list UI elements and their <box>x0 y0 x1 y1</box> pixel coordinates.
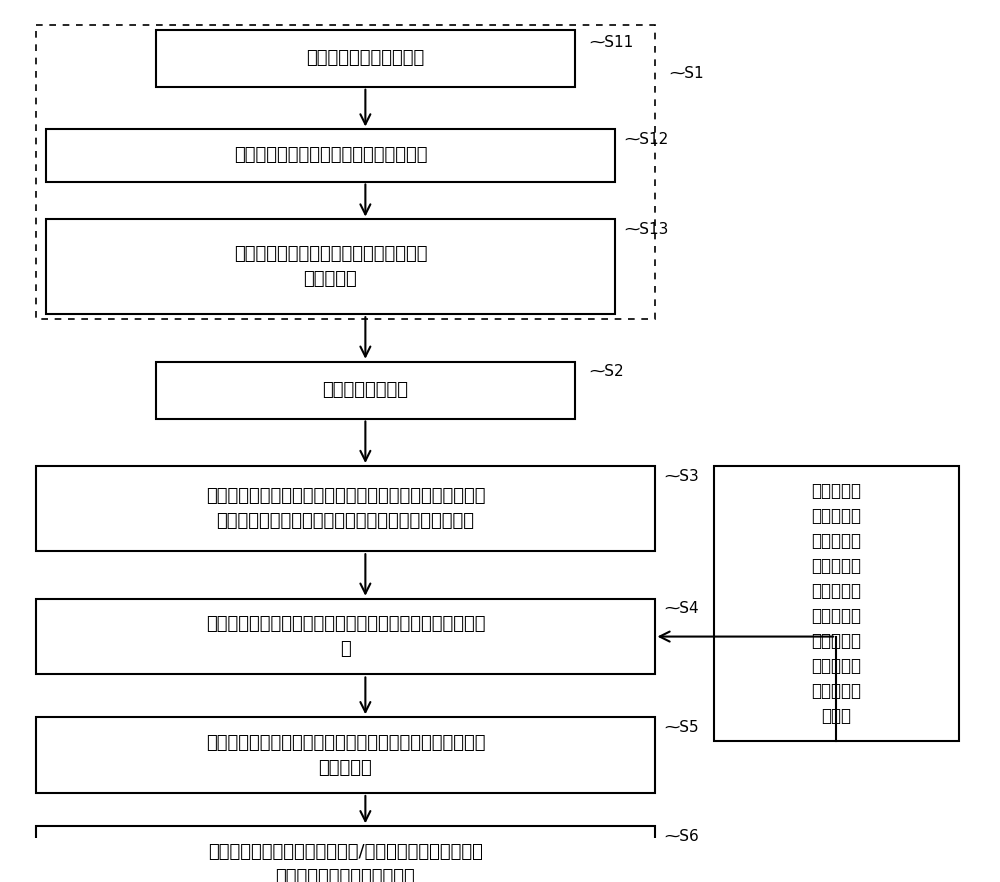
Text: 患者入院后确定护理级别: 患者入院后确定护理级别 <box>306 49 425 67</box>
Text: ⁓S11: ⁓S11 <box>590 34 634 49</box>
Bar <box>36 717 655 793</box>
Text: ⁓S13: ⁓S13 <box>625 222 669 237</box>
Bar <box>156 362 575 419</box>
Text: 护士站主机检测呼叫信号，并将呼叫号码与存储的患者的护
理级别进行对应判别，调出该呼叫号码原设置好的级别: 护士站主机检测呼叫信号，并将呼叫号码与存储的患者的护 理级别进行对应判别，调出该… <box>206 487 485 530</box>
Text: 护士站主机将收到的呼叫号码根据判别的结果进行级别的排
序: 护士站主机将收到的呼叫号码根据判别的结果进行级别的排 序 <box>206 615 485 658</box>
Bar <box>36 599 655 675</box>
Text: 护士站主机循环依次判断，摘机/挂机动作，直到病床的分
机呼叫号码被处理完成才结束: 护士站主机循环依次判断，摘机/挂机动作，直到病床的分 机呼叫号码被处理完成才结束 <box>208 842 483 882</box>
Text: 多个分机进行呼叫: 多个分机进行呼叫 <box>322 381 408 399</box>
Text: 在护士站主机上设置患者对应的护理级别: 在护士站主机上设置患者对应的护理级别 <box>234 146 427 164</box>
Bar <box>36 25 655 319</box>
Bar <box>36 466 655 551</box>
Text: ⁓S3: ⁓S3 <box>665 468 699 483</box>
Bar <box>46 220 615 314</box>
Bar <box>36 826 655 882</box>
Text: 护士站主机通过存储芯片对设置的级别进
行存储记录: 护士站主机通过存储芯片对设置的级别进 行存储记录 <box>234 245 427 288</box>
Text: ⁓S1: ⁓S1 <box>670 66 704 81</box>
Bar <box>46 130 615 182</box>
Text: ⁓S12: ⁓S12 <box>625 132 669 147</box>
Text: ⁓S5: ⁓S5 <box>665 720 699 735</box>
Bar <box>156 30 575 86</box>
Text: ⁓S6: ⁓S6 <box>665 829 699 844</box>
Text: ⁓S4: ⁓S4 <box>665 602 699 617</box>
Text: 护士站主机将按照护理级别排序依次与分机进行对讲；对讲
完毕后挂机: 护士站主机将按照护理级别排序依次与分机进行对讲；对讲 完毕后挂机 <box>206 734 485 776</box>
Text: ⁓S2: ⁓S2 <box>590 364 624 379</box>
Bar <box>714 466 959 741</box>
Text: 护士站主机
在接听过程
中有新的呼
叫号码进入
，判定该新
的呼叫号码
的护理级别
，则护士站
主机进行重
新排序: 护士站主机 在接听过程 中有新的呼 叫号码进入 ，判定该新 的呼叫号码 的护理级… <box>812 482 862 725</box>
